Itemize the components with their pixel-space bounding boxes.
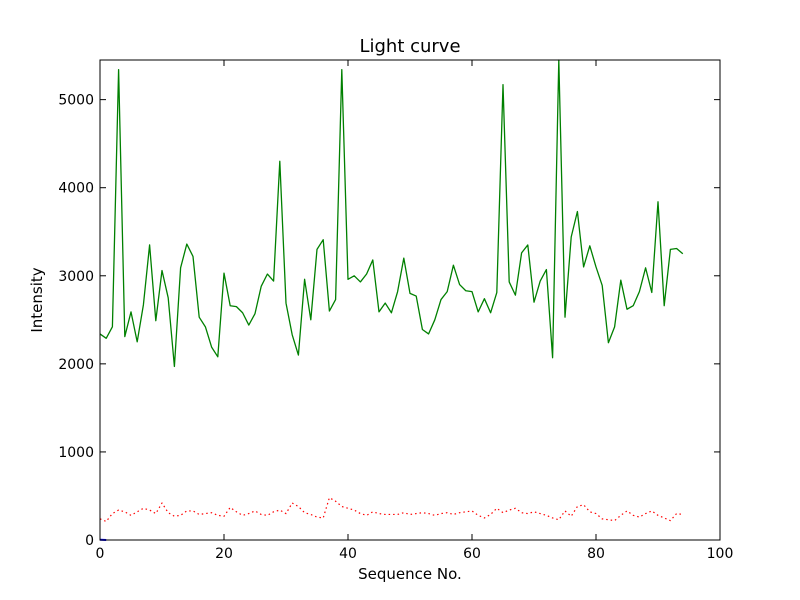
y-tick-label: 5000 — [58, 93, 94, 109]
y-tick-label: 1000 — [58, 445, 94, 461]
plot-frame — [99, 59, 721, 541]
x-axis-label: Sequence No. — [358, 565, 462, 583]
x-tick-label: 80 — [587, 546, 605, 562]
series-layer — [99, 59, 684, 541]
x-tick-label: 60 — [463, 546, 481, 562]
x-tick-label: 40 — [339, 546, 357, 562]
x-tick-label: 0 — [96, 546, 105, 562]
y-tick-label: 3000 — [58, 269, 94, 285]
chart-title: Light curve — [359, 36, 460, 57]
series-line-2 — [99, 497, 683, 523]
series-line-1 — [99, 59, 684, 368]
y-axis-label: Intensity — [28, 267, 46, 332]
y-tick-label: 2000 — [58, 357, 94, 373]
y-tick-label: 4000 — [58, 181, 94, 197]
x-tick-label: 20 — [215, 546, 233, 562]
x-tick-label: 100 — [707, 546, 734, 562]
y-tick-label: 0 — [85, 533, 94, 549]
